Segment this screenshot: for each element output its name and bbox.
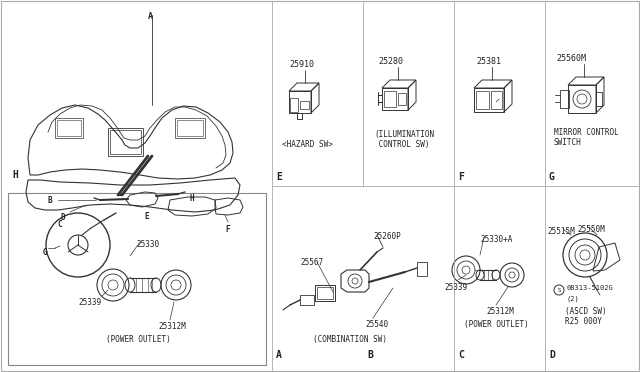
Bar xyxy=(55,118,83,138)
Text: A: A xyxy=(147,12,152,21)
Text: E: E xyxy=(145,212,149,221)
Bar xyxy=(398,93,406,105)
Bar xyxy=(491,91,502,109)
Text: G: G xyxy=(549,172,555,182)
Text: 25560M: 25560M xyxy=(556,54,586,63)
Bar xyxy=(110,130,141,154)
Text: <HAZARD SW>: <HAZARD SW> xyxy=(282,140,333,149)
Text: C: C xyxy=(58,220,62,229)
Bar xyxy=(568,85,596,113)
Bar xyxy=(175,118,205,138)
Text: B: B xyxy=(47,196,52,205)
Text: S: S xyxy=(557,288,561,292)
Text: 25550M: 25550M xyxy=(577,225,605,234)
Bar xyxy=(289,91,311,113)
Bar xyxy=(476,91,489,109)
Text: 25312M: 25312M xyxy=(486,307,514,316)
Text: C: C xyxy=(458,350,464,360)
Text: 25381: 25381 xyxy=(476,57,501,66)
Text: 25515M: 25515M xyxy=(547,227,575,236)
Text: 25312M: 25312M xyxy=(158,322,186,331)
Bar xyxy=(560,90,569,108)
Bar xyxy=(315,285,335,301)
Text: F: F xyxy=(226,225,230,234)
Text: (POWER OUTLET): (POWER OUTLET) xyxy=(106,335,171,344)
Text: (POWER OUTLET): (POWER OUTLET) xyxy=(464,320,529,329)
Bar xyxy=(417,262,427,276)
Text: 25910: 25910 xyxy=(289,60,314,69)
Bar xyxy=(384,91,396,107)
Text: B: B xyxy=(367,350,373,360)
Text: A: A xyxy=(276,350,282,360)
Text: 25339: 25339 xyxy=(444,283,467,292)
Bar xyxy=(382,88,408,110)
Bar xyxy=(108,128,143,156)
Text: D: D xyxy=(60,213,65,222)
Bar xyxy=(317,287,333,299)
Text: 08313-5102G: 08313-5102G xyxy=(567,285,614,291)
Bar xyxy=(57,120,81,136)
Text: (COMBINATION SW): (COMBINATION SW) xyxy=(313,335,387,344)
Text: E: E xyxy=(276,172,282,182)
Text: (2): (2) xyxy=(567,295,580,301)
Bar xyxy=(474,88,504,112)
Text: MIRROR CONTROL
SWITCH: MIRROR CONTROL SWITCH xyxy=(554,128,619,147)
Bar xyxy=(300,295,314,305)
Text: 25330+A: 25330+A xyxy=(480,235,513,244)
Bar xyxy=(300,101,309,109)
Bar xyxy=(290,98,298,112)
Text: G: G xyxy=(42,248,47,257)
Text: H: H xyxy=(189,194,195,203)
Bar xyxy=(177,120,203,136)
Text: 25260P: 25260P xyxy=(373,232,401,241)
Bar xyxy=(596,92,602,106)
Text: (ASCD SW): (ASCD SW) xyxy=(565,307,607,316)
Text: 25540: 25540 xyxy=(365,320,388,329)
Text: 25567: 25567 xyxy=(300,258,323,267)
Text: H: H xyxy=(12,170,18,180)
Text: 25339: 25339 xyxy=(78,298,101,307)
Bar xyxy=(8,193,266,365)
Text: R25 000Y: R25 000Y xyxy=(565,317,602,326)
Text: D: D xyxy=(549,350,555,360)
Text: (ILLUMINATION
 CONTROL SW): (ILLUMINATION CONTROL SW) xyxy=(374,130,434,150)
Text: 25280: 25280 xyxy=(378,57,403,66)
Text: 25330: 25330 xyxy=(136,240,159,249)
Text: F: F xyxy=(458,172,464,182)
